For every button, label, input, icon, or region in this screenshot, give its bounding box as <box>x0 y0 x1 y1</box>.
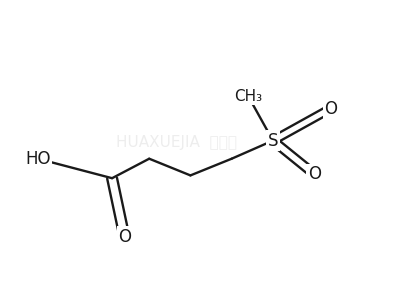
Text: O: O <box>118 228 131 246</box>
Text: S: S <box>268 131 278 150</box>
Text: HUAXUEJIA  化学加: HUAXUEJIA 化学加 <box>115 135 237 149</box>
Text: HO: HO <box>25 150 51 168</box>
Text: CH₃: CH₃ <box>234 89 262 104</box>
Text: O: O <box>308 165 321 183</box>
Text: O: O <box>324 100 337 118</box>
